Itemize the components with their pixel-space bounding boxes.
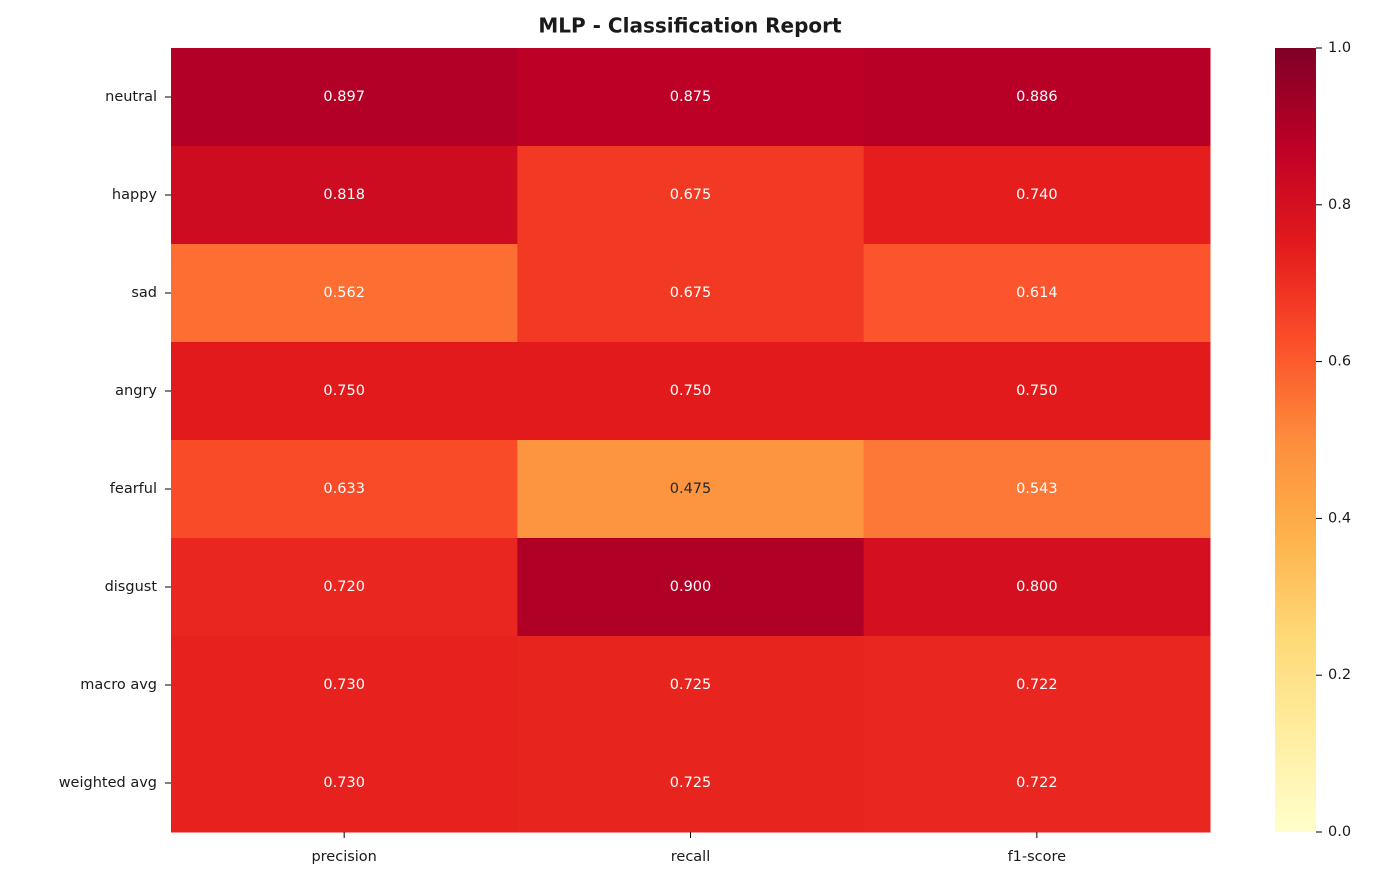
heatmap-cell (863, 342, 1211, 441)
heatmap-cell (517, 636, 865, 735)
heatmap-cell (517, 48, 865, 147)
colorbar-tick-label: 0.8 (1328, 197, 1351, 213)
heatmap-cell (517, 538, 865, 637)
heatmap-cell (171, 636, 518, 735)
cell-label: 0.675 (670, 285, 712, 301)
cell-label: 0.722 (1016, 677, 1058, 693)
heatmap-cell (517, 244, 865, 343)
cell-label: 0.722 (1016, 775, 1058, 791)
cell-label: 0.818 (323, 187, 365, 203)
y-tick-label: weighted avg (59, 775, 157, 791)
cell-label: 0.730 (323, 775, 365, 791)
heatmap-cell (863, 636, 1211, 735)
heatmap-cell (863, 734, 1211, 833)
cell-label: 0.475 (670, 481, 712, 497)
y-tick-label: sad (131, 285, 157, 301)
cell-label: 0.750 (1016, 383, 1058, 399)
cell-label: 0.897 (323, 89, 365, 105)
cell-label: 0.633 (323, 481, 365, 497)
colorbar-tick-label: 0.6 (1328, 354, 1351, 370)
cell-label: 0.875 (670, 89, 712, 105)
heatmap-cell (863, 146, 1211, 245)
heatmap-cell (517, 440, 865, 539)
cell-label: 0.725 (670, 775, 712, 791)
cell-label: 0.730 (323, 677, 365, 693)
heatmap-cell (171, 244, 518, 343)
heatmap-cell (863, 538, 1211, 637)
cell-label: 0.740 (1016, 187, 1058, 203)
colorbar-tick-label: 1.0 (1328, 40, 1351, 56)
cell-label: 0.725 (670, 677, 712, 693)
x-tick-label: f1-score (1008, 849, 1067, 865)
x-tick-label: recall (671, 849, 710, 865)
cell-label: 0.543 (1016, 481, 1058, 497)
cell-label: 0.562 (323, 285, 365, 301)
x-tick-label: precision (311, 849, 376, 865)
colorbar-tick-label: 0.2 (1328, 667, 1351, 683)
y-tick-label: angry (115, 383, 157, 399)
heatmap-cell (863, 48, 1211, 147)
cell-label: 0.675 (670, 187, 712, 203)
cell-label: 0.750 (323, 383, 365, 399)
y-tick-label: macro avg (80, 677, 157, 693)
colorbar-tick-label: 0.4 (1328, 510, 1351, 526)
cell-label: 0.886 (1016, 89, 1058, 105)
cell-label: 0.614 (1016, 285, 1058, 301)
cell-label: 0.750 (670, 383, 712, 399)
y-tick-label: fearful (110, 481, 157, 497)
cell-label: 0.720 (323, 579, 365, 595)
heatmap-cell (171, 440, 518, 539)
heatmap-cell (517, 342, 865, 441)
heatmap-cell (517, 734, 865, 833)
y-tick-label: happy (112, 187, 157, 203)
cell-label: 0.800 (1016, 579, 1058, 595)
heatmap-cell (171, 538, 518, 637)
heatmap-cell (171, 734, 518, 833)
cell-label: 0.900 (670, 579, 712, 595)
heatmap-cell (171, 342, 518, 441)
heatmap-cell (517, 146, 865, 245)
colorbar (1275, 48, 1316, 832)
heatmap-cell (863, 440, 1211, 539)
y-tick-label: neutral (105, 89, 157, 105)
y-tick-label: disgust (105, 579, 158, 595)
chart-title: MLP - Classification Report (538, 14, 842, 38)
heatmap-cell (171, 48, 518, 147)
colorbar-tick-label: 0.0 (1328, 824, 1351, 840)
heatmap-cell (863, 244, 1211, 343)
heatmap-cell (171, 146, 518, 245)
